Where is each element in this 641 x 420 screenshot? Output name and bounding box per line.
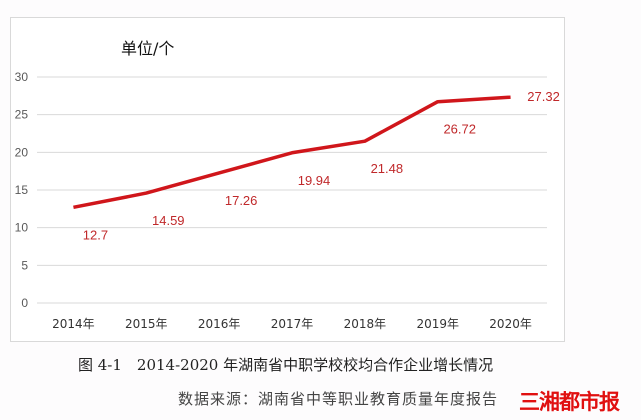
data-label: 26.72 <box>443 122 476 137</box>
x-tick-label: 2020年 <box>489 317 532 331</box>
y-tick-label: 25 <box>15 108 29 122</box>
chart-frame <box>10 17 565 342</box>
data-label: 17.26 <box>225 193 258 208</box>
y-tick-label: 30 <box>15 70 29 84</box>
data-label: 14.59 <box>152 213 185 228</box>
x-tick-label: 2014年 <box>52 317 95 331</box>
y-tick-label: 20 <box>15 145 29 159</box>
y-tick-label: 15 <box>15 183 29 197</box>
y-tick-label: 10 <box>15 221 29 235</box>
watermark-logo: 三湘都市报 <box>519 390 620 414</box>
data-label: 27.32 <box>527 89 560 104</box>
y-tick-label: 5 <box>21 258 28 272</box>
data-source: 数据来源：湖南省中等职业教育质量年度报告 <box>178 390 499 408</box>
x-tick-label: 2019年 <box>416 317 459 331</box>
x-tick-label: 2015年 <box>125 317 168 331</box>
data-label: 19.94 <box>298 173 331 188</box>
x-tick-label: 2016年 <box>198 317 241 331</box>
y-tick-label: 0 <box>21 296 28 310</box>
x-tick-label: 2018年 <box>344 317 387 331</box>
series-line <box>73 95 511 210</box>
figure-caption: 图 4-1 2014-2020 年湖南省中职学校校均合作企业增长情况 <box>78 356 494 374</box>
unit-label: 单位/个 <box>121 39 175 58</box>
x-tick-label: 2017年 <box>271 317 314 331</box>
data-label: 21.48 <box>371 161 404 176</box>
data-label: 12.7 <box>83 227 108 242</box>
